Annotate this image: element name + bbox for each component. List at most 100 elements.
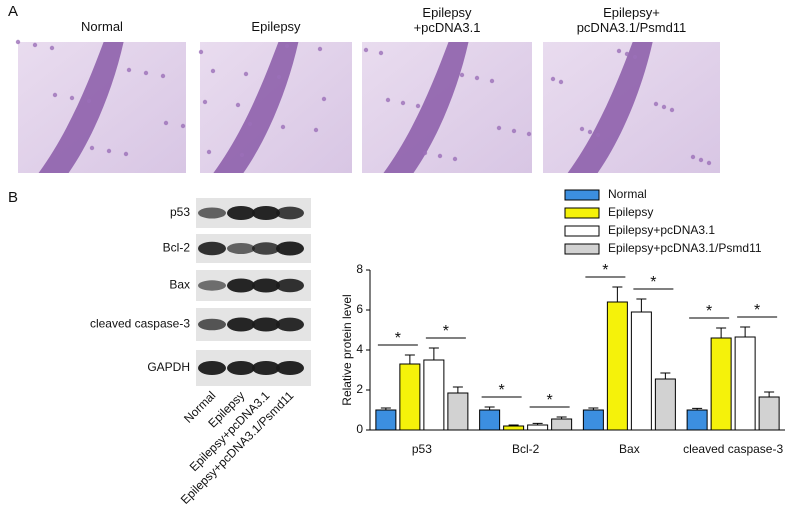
significance-mark: * [547,392,553,409]
cell [280,124,286,130]
error-bar [588,407,599,410]
error-bar [716,327,727,338]
y-axis-title: Relative protein level [340,294,354,405]
cell [143,70,149,76]
cell [653,101,659,107]
error-bar [740,326,751,337]
image-title: Epilepsy+ pcDNA3.1/Psmd11 [577,5,687,35]
significance-mark: * [754,302,760,319]
bar [375,409,397,431]
blot-band [198,207,226,219]
cell [706,160,712,166]
bar [479,409,501,431]
y-tick-label: 0 [356,422,363,436]
blot-band [252,278,280,293]
bar [447,392,469,431]
image-title: Epilepsy +pcDNA3.1 [414,5,481,35]
cell [198,49,204,55]
cell-layer [213,42,299,173]
legend-swatch [564,189,600,201]
x-tick-label: cleaved caspase-3 [683,442,783,456]
cell [69,95,75,101]
cell [160,73,166,79]
bar [734,336,756,431]
blot-band [252,206,280,220]
y-tick-label: 8 [356,262,363,276]
cell [496,125,502,131]
protein-label: Bax [169,278,190,292]
x-tick-label: Bcl-2 [512,442,540,456]
cell-layer [567,42,653,173]
cell [698,157,704,163]
cell [415,103,421,109]
cell [89,145,95,151]
cell [210,68,216,74]
cell [284,43,290,49]
cell [123,151,129,157]
cell [239,152,245,158]
x-tick-label: p53 [412,442,432,456]
legend-swatch [564,207,600,219]
image-title: Normal [81,19,123,34]
cell [587,129,593,135]
legend-label: Epilepsy+pcDNA3.1/Psmd11 [608,241,762,255]
cell [669,107,675,113]
blot-band [276,241,304,256]
blot-band [252,361,280,375]
cell [235,102,241,108]
blot-band [276,361,304,375]
legend-label: Epilepsy [608,205,653,219]
blot-band [227,317,255,332]
legend-label: Epilepsy+pcDNA3.1 [608,223,715,237]
cell [452,156,458,162]
error-bar [380,407,391,410]
error-bar [452,386,463,393]
blot-band [227,278,255,293]
bar [399,363,421,431]
y-tick-label: 6 [356,302,363,316]
cell [15,39,21,45]
bar [654,378,676,431]
cell [558,79,564,85]
bar [606,301,628,431]
legend-swatch [564,243,600,255]
y-tick-label: 2 [356,382,363,396]
cell [437,153,443,159]
cell [317,46,323,52]
significance-mark: * [443,323,449,340]
bar [551,418,573,431]
blot-band [276,278,304,293]
significance-mark: * [706,303,712,320]
cell [459,72,465,78]
legend-swatch [564,225,600,237]
error-bar [692,407,703,410]
cell [363,47,369,53]
blot-band [252,242,280,255]
bar [758,396,780,431]
cell-layer [38,42,124,173]
cell [180,123,186,129]
bar [423,359,445,431]
panel-label: B [8,189,18,206]
blot-band [276,317,304,332]
cell [126,67,132,73]
cell [422,150,428,156]
cell [49,45,55,51]
cell-layer [383,42,469,173]
error-bar [660,372,671,379]
cell [243,71,249,77]
bar [710,337,732,431]
blot-band [198,361,226,375]
cell [579,126,585,132]
protein-label: GAPDH [147,360,190,374]
protein-label: p53 [170,205,190,219]
cell [661,104,667,110]
blot-band [198,318,226,331]
cell [550,76,556,82]
blot-band [227,361,255,375]
error-bar [404,354,415,364]
significance-mark: * [499,382,505,399]
panel-label: A [8,3,18,20]
cell [511,128,517,134]
error-bar [508,424,519,426]
